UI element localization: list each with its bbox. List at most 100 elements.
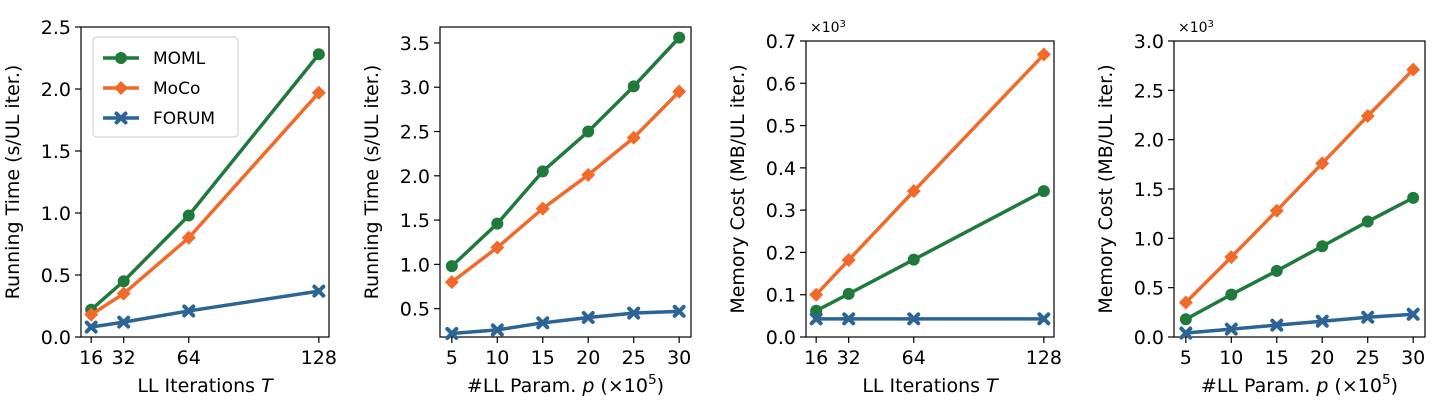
data-point [626, 130, 641, 145]
y-tick-label: 1.0 [400, 254, 430, 276]
data-point [1270, 318, 1284, 332]
data-point [809, 312, 823, 326]
y-tick-label: 1.0 [1134, 228, 1164, 250]
y-axis-label: Running Time (s/UL iter.) [361, 65, 383, 300]
data-point [907, 312, 921, 326]
data-point [312, 284, 326, 298]
data-point [181, 230, 196, 245]
data-point [627, 306, 641, 320]
data-point [1037, 312, 1051, 326]
legend-entry-moml: MOML [103, 49, 206, 69]
data-point [490, 240, 505, 255]
series-moml [1179, 191, 1420, 326]
x-tick-label: 128 [301, 347, 337, 369]
y-axis-label: Memory Cost (MB/UL iter.) [1095, 64, 1117, 313]
y-tick-label: 2.0 [1134, 130, 1164, 152]
data-point [536, 165, 549, 178]
data-point [116, 286, 131, 301]
data-point [1361, 310, 1375, 324]
x-tick-label: 32 [112, 347, 136, 369]
legend-marker [114, 111, 128, 125]
series-moml [445, 31, 686, 273]
data-point [182, 209, 195, 222]
data-point [809, 287, 824, 302]
data-point [673, 31, 686, 44]
series-moco [444, 84, 687, 290]
x-tick-label: 5 [1180, 347, 1192, 369]
data-point [1316, 240, 1329, 253]
y-tick-label: 3.0 [1134, 31, 1164, 53]
data-point [672, 304, 686, 318]
plot-frame [439, 26, 692, 338]
series-line [815, 189, 1045, 313]
data-point [1360, 108, 1375, 123]
x-tick-label: 10 [485, 347, 509, 369]
y-tick-label: 2.0 [41, 79, 71, 101]
data-point [672, 84, 687, 99]
axis-multiplier: ×103 [1178, 19, 1214, 37]
x-tick-label: 15 [1265, 347, 1289, 369]
chart-panel-4: 0.0 0.5 1.0 1.5 2.0 2.5 3.0 5 10 15 20 25 30#LL Para… [1095, 19, 1426, 397]
x-tick-label: 15 [531, 347, 555, 369]
data-point [490, 323, 504, 337]
y-tick-label: 0.3 [766, 200, 796, 222]
data-point [491, 217, 504, 230]
legend-box [92, 36, 239, 138]
y-axis-label: Memory Cost (MB/UL iter.) [727, 64, 749, 313]
legend: MOML MoCo FORUM [92, 36, 239, 138]
data-point [627, 80, 640, 93]
x-tick-label: 10 [1219, 347, 1243, 369]
y-tick-label: 1.5 [400, 210, 430, 232]
y-tick-label: 2.0 [400, 166, 430, 188]
chart-panel-3: 0.0 0.1 0.2 0.3 0.4 0.5 0.6 0.7 16 32 64 128 LL Iter… [727, 19, 1062, 398]
x-tick-label: 64 [177, 347, 201, 369]
data-point [1225, 288, 1238, 301]
y-axis-label: Running Time (s/UL iter.) [2, 65, 24, 300]
data-point [1224, 250, 1239, 265]
data-point [841, 253, 856, 268]
y-tick-label: 3.0 [400, 77, 430, 99]
data-point [311, 85, 326, 100]
data-point [535, 201, 550, 216]
chart-panel-1: 0.0 0.5 1.0 1.5 2.0 2.5 16 32 64 128 LL Iterations… [2, 17, 337, 397]
data-point [117, 275, 130, 288]
series-line [1185, 312, 1414, 335]
data-point [582, 125, 595, 138]
series-line [1184, 68, 1415, 304]
x-tick-label: 128 [1026, 347, 1062, 369]
y-tick-label: 1.5 [41, 141, 71, 163]
series-moco [1178, 62, 1421, 310]
series-line [90, 289, 320, 329]
series-forum [445, 304, 686, 340]
data-point [1178, 295, 1193, 310]
data-point [1406, 307, 1420, 321]
x-tick-label: 25 [622, 347, 646, 369]
x-axis-label: LL Iterations T [137, 375, 274, 397]
data-point [1315, 156, 1330, 171]
x-axis-label: #LL Param. p (×105) [1201, 372, 1398, 397]
data-point [1407, 191, 1420, 204]
y-tick-label: 1.0 [41, 203, 71, 225]
legend-label: MoCo [153, 79, 200, 99]
x-tick-label: 30 [1401, 347, 1425, 369]
series-moml [85, 48, 325, 316]
data-point [84, 307, 99, 322]
y-tick-label: 0.1 [766, 285, 796, 307]
legend-label: FORUM [153, 109, 215, 129]
series-line [450, 36, 681, 268]
x-tick-label: 20 [1310, 347, 1334, 369]
series-forum [1179, 307, 1420, 340]
y-tick-label: 0.5 [41, 265, 71, 287]
data-point [581, 167, 596, 182]
series-forum [84, 284, 326, 334]
x-tick-label: 25 [1356, 347, 1380, 369]
y-tick-label: 0.5 [1134, 278, 1164, 300]
x-tick-label: 30 [667, 347, 691, 369]
data-point [907, 253, 920, 266]
series-line [90, 53, 321, 312]
series-moml [810, 185, 1050, 317]
series-moco [84, 85, 326, 322]
data-point [1224, 322, 1238, 336]
chart-panel-2: 0.5 1.0 1.5 2.0 2.5 3.0 3.5 5 10 15 20 25 30#LL Para… [361, 26, 692, 397]
y-tick-label: 0.2 [766, 242, 796, 264]
